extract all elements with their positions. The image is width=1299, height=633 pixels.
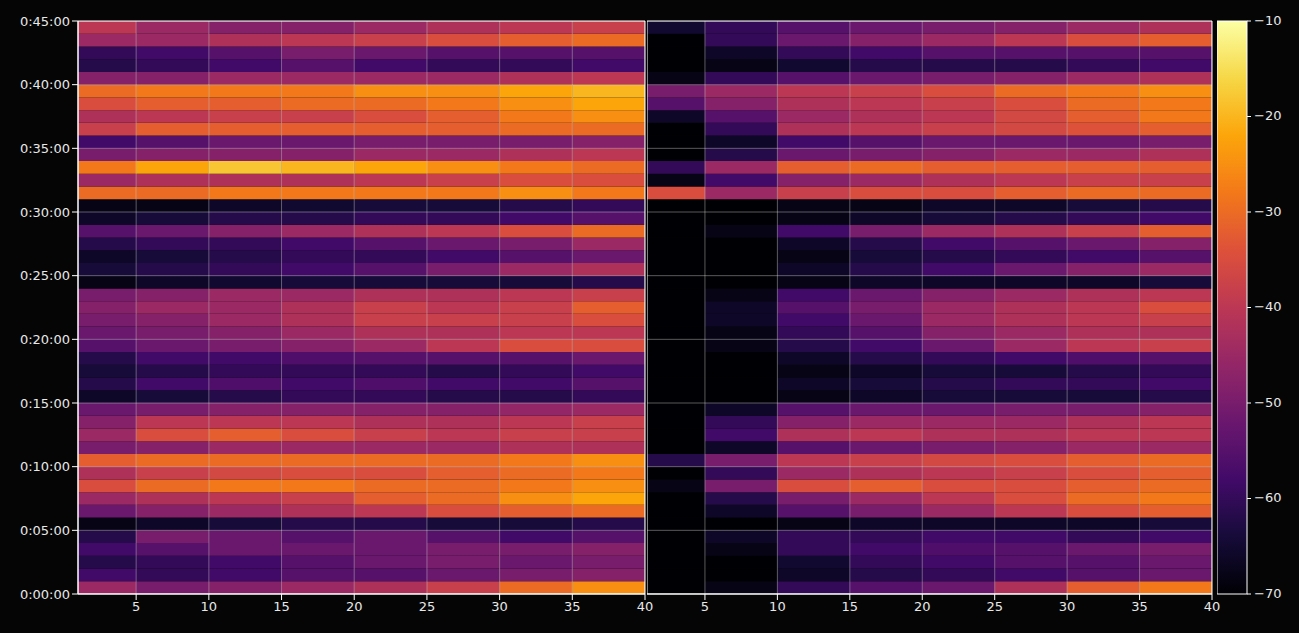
svg-text:0:25:00: 0:25:00 <box>20 268 70 283</box>
svg-text:40: 40 <box>637 599 654 614</box>
svg-text:15: 15 <box>842 599 859 614</box>
svg-text:0:30:00: 0:30:00 <box>20 205 70 220</box>
svg-text:−10: −10 <box>1254 14 1281 28</box>
svg-text:0:35:00: 0:35:00 <box>20 141 70 156</box>
svg-text:10: 10 <box>769 599 786 614</box>
svg-text:0:40:00: 0:40:00 <box>20 77 70 92</box>
svg-text:0:00:00: 0:00:00 <box>20 587 70 602</box>
svg-text:−50: −50 <box>1254 395 1281 410</box>
svg-text:40: 40 <box>1204 599 1221 614</box>
svg-text:25: 25 <box>986 599 1003 614</box>
svg-text:0:10:00: 0:10:00 <box>20 459 70 474</box>
svg-text:−70: −70 <box>1254 586 1281 601</box>
svg-text:25: 25 <box>419 599 436 614</box>
svg-text:15: 15 <box>273 599 290 614</box>
svg-text:−20: −20 <box>1254 108 1281 123</box>
svg-text:5: 5 <box>701 599 709 614</box>
svg-text:0:15:00: 0:15:00 <box>20 396 70 411</box>
svg-text:5: 5 <box>132 599 140 614</box>
svg-text:20: 20 <box>346 599 363 614</box>
svg-text:30: 30 <box>1059 599 1076 614</box>
svg-text:30: 30 <box>491 599 508 614</box>
svg-text:35: 35 <box>1131 599 1148 614</box>
svg-text:0:20:00: 0:20:00 <box>20 332 70 347</box>
svg-text:−60: −60 <box>1254 490 1281 505</box>
svg-text:0:45:00: 0:45:00 <box>20 14 70 29</box>
svg-text:10: 10 <box>201 599 218 614</box>
svg-text:−40: −40 <box>1254 299 1281 314</box>
svg-text:−30: −30 <box>1254 204 1281 219</box>
svg-text:20: 20 <box>914 599 931 614</box>
svg-text:0:05:00: 0:05:00 <box>20 523 70 538</box>
svg-text:35: 35 <box>564 599 581 614</box>
